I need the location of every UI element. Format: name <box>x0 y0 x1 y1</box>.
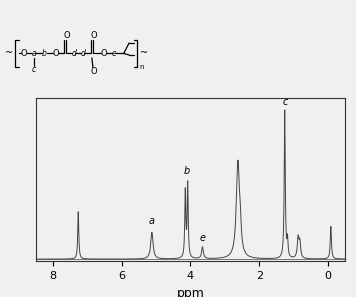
X-axis label: ppm: ppm <box>177 287 204 297</box>
Text: O: O <box>21 49 27 58</box>
Text: ~: ~ <box>140 48 148 59</box>
Text: e: e <box>199 233 205 243</box>
Text: O: O <box>63 31 70 40</box>
Text: d: d <box>72 49 76 58</box>
Text: a: a <box>32 49 36 58</box>
Text: n: n <box>140 64 144 70</box>
Text: e: e <box>111 49 116 58</box>
Text: c: c <box>32 65 36 74</box>
Text: O: O <box>90 31 97 40</box>
Text: c: c <box>282 97 287 107</box>
Text: b: b <box>183 166 189 176</box>
Text: O: O <box>52 49 59 58</box>
Text: d: d <box>80 49 85 58</box>
Text: O: O <box>90 67 97 76</box>
Text: ~: ~ <box>5 48 13 59</box>
Text: O: O <box>100 49 107 58</box>
Text: a: a <box>149 216 155 226</box>
Text: b: b <box>42 49 47 58</box>
